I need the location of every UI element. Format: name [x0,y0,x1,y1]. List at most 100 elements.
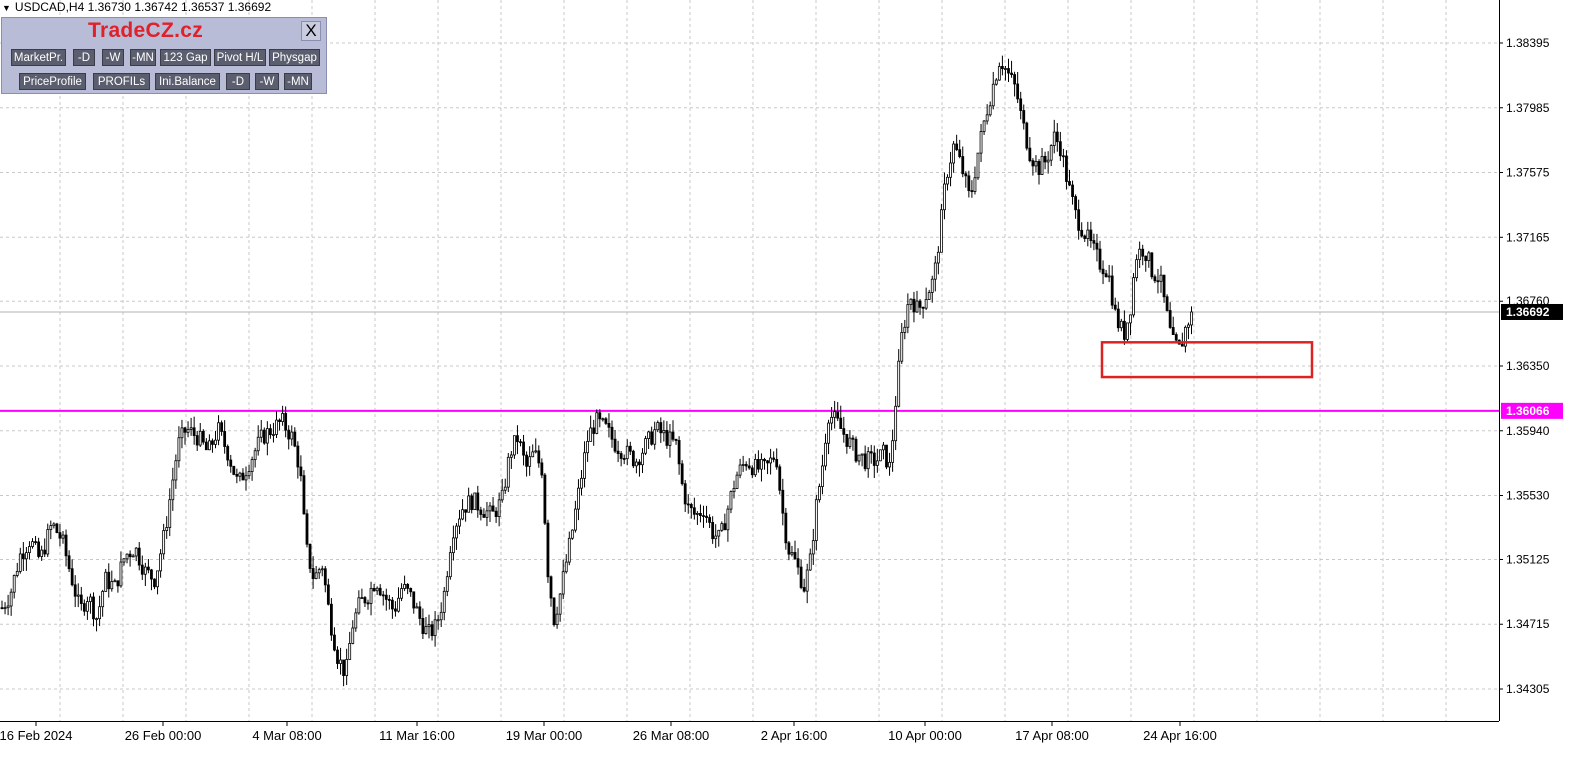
candle-body-bear [412,591,416,609]
candle [153,578,156,590]
candle [134,547,138,562]
candle-body-bull [46,529,50,555]
panel-close-button[interactable]: X [301,21,321,41]
marketprofile-daily-button[interactable]: -D [73,49,95,66]
initial-balance-daily-button[interactable]: -D [226,73,250,90]
initial-balance-weekly-button[interactable]: -W [255,73,279,90]
candle [940,203,943,253]
candle [891,429,894,472]
marketprofile-weekly-button[interactable]: -W [102,49,124,66]
gap-123-button[interactable]: 123 Gap [160,49,211,66]
candle-body-bear [204,441,208,451]
candle [750,465,754,479]
initial-balance-button[interactable]: Ini.Balance [155,73,220,90]
candle [711,516,715,544]
candle [543,472,547,526]
candle-body-bull [503,486,507,491]
profils-button[interactable]: PROFILs [93,73,150,90]
candle [40,545,44,561]
candle-body-bull [531,451,535,458]
symbol-dropdown-icon[interactable]: ▼ [2,3,11,13]
candle-body-bull [488,505,492,512]
candle-body-bear [21,553,25,560]
price-tick-label: 1.35530 [1506,489,1550,503]
candle-body-bull [741,464,745,466]
candle-body-bear [470,495,474,511]
candle-body-bear [665,429,669,446]
candle [888,452,891,476]
candle [1168,302,1172,329]
candle [397,587,400,613]
candle [845,433,849,454]
candle-body-bear [1156,280,1160,283]
candle-body-bear [592,427,596,434]
candle-body-bull [275,419,278,435]
candle [796,548,800,575]
candle [0,600,4,610]
candle-body-bear [67,555,71,570]
candle [656,420,660,433]
candle-body-bull [28,546,31,554]
candle [1043,151,1047,170]
priceprofile-button[interactable]: PriceProfile [19,73,86,90]
candle-body-bear [1062,155,1065,158]
tradecz-panel: TradeCZ.cz X MarketPr. -D -W -MN 123 Gap… [1,17,327,94]
candle [73,575,77,608]
candle [494,507,498,523]
highlight-rectangle[interactable] [1100,341,1314,379]
candle [1007,58,1010,83]
candle-body-bear [479,509,483,515]
candle [946,174,949,191]
candle [150,568,153,591]
candle-body-bull [467,495,471,513]
candle-body-bear [311,568,315,579]
candle [1092,233,1096,251]
candle [994,78,998,86]
candle-body-bull [580,477,583,489]
physgap-button[interactable]: Physgap [269,49,320,66]
candle-body-bull [458,518,461,527]
candle [275,411,278,438]
symbol-ohlc-text: USDCAD,H4 1.36730 1.36742 1.36537 1.3669… [14,0,272,14]
candle [753,453,757,477]
candle-body-bear [598,412,602,420]
price-tick-label: 1.38395 [1506,36,1550,50]
candle-body-bull [375,587,379,592]
candle [705,505,708,523]
candle-body-bull [1135,259,1138,279]
candle [409,587,413,597]
candle-body-bull [647,431,650,439]
initial-balance-monthly-button[interactable]: -MN [284,73,312,90]
candle [1184,325,1187,353]
candle-body-bear [1165,296,1169,311]
candle [580,470,583,496]
price-tick-label: 1.34305 [1506,682,1550,696]
candle [1001,55,1004,76]
candle-body-bull [1187,324,1190,328]
candle-body-bull [104,571,108,592]
candle [451,525,455,561]
candle [586,430,589,462]
symbol-info: ▼ USDCAD,H4 1.36730 1.36742 1.36537 1.366… [2,0,271,14]
candle [488,502,492,523]
marketprofile-monthly-button[interactable]: -MN [130,49,156,66]
candle-body-bear [323,568,327,586]
candle-body-bull [558,593,562,615]
candle [31,538,34,549]
highlight-box-layer[interactable] [1100,341,1314,379]
candle [1153,274,1157,284]
marketprofile-button[interactable]: MarketPr. [11,49,66,66]
pivot-hl-button[interactable]: Pivot H/L [214,49,266,66]
candle [534,438,538,454]
candle [458,509,461,535]
candle [244,466,248,491]
candle-body-bull [122,558,126,563]
candle [436,614,440,630]
candle-body-bull [897,360,901,407]
candle [1110,265,1114,310]
candle [421,608,425,640]
candle-body-bull [415,606,419,609]
candle-body-bull [113,580,117,583]
